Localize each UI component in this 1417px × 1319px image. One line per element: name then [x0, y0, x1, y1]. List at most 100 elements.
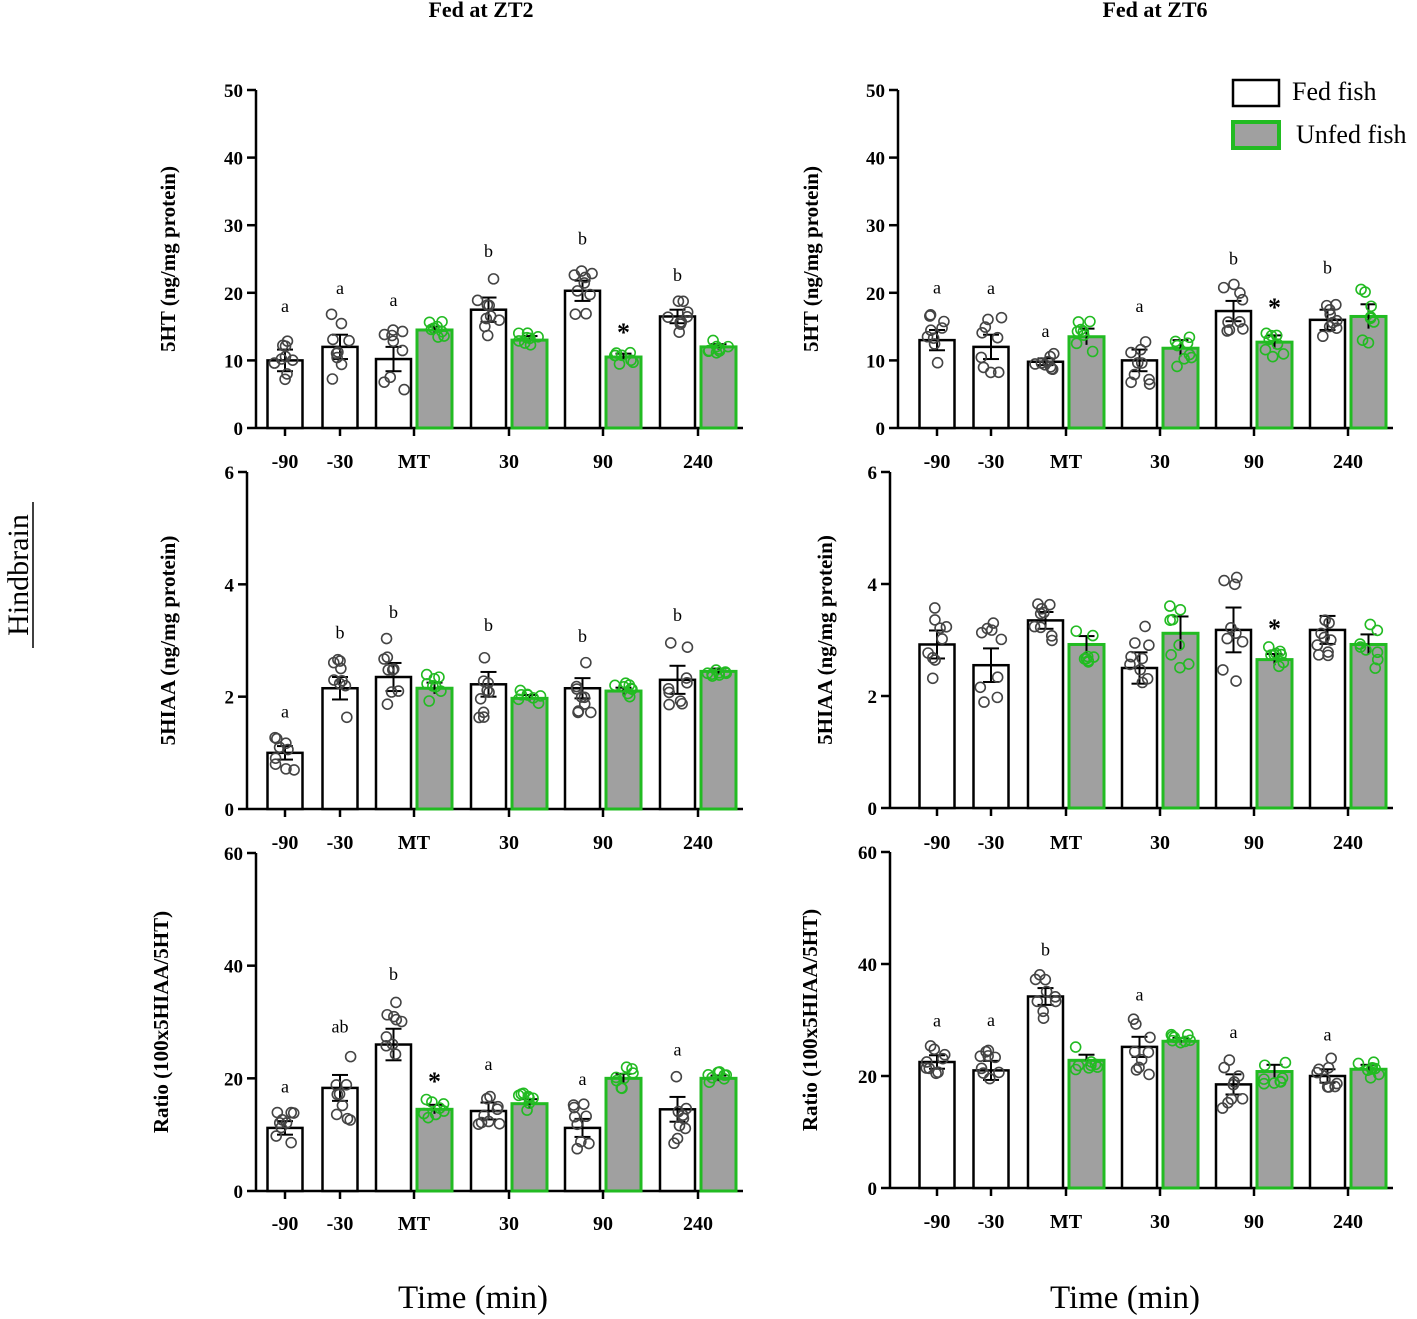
significance-letter: a — [1136, 985, 1144, 1005]
significance-letter: a — [933, 278, 941, 298]
data-point-unfed — [619, 677, 632, 690]
data-point-fed — [1029, 358, 1041, 370]
significance-letter: a — [1230, 1022, 1238, 1042]
bar-fed — [374, 675, 413, 811]
data-point-unfed — [720, 667, 732, 680]
significance-letter: a — [281, 701, 289, 721]
data-point-fed — [680, 672, 693, 684]
data-point-unfed — [1266, 350, 1279, 363]
data-point-fed — [1325, 634, 1337, 646]
data-point-unfed — [706, 668, 718, 680]
data-point-fed — [1139, 620, 1151, 633]
bar-fed — [374, 1043, 413, 1193]
x-tick-label: 90 — [1244, 451, 1264, 473]
data-point-unfed — [1371, 624, 1384, 637]
data-point-fed — [676, 697, 688, 710]
data-point-fed — [664, 637, 677, 649]
data-point-fed — [1047, 347, 1060, 360]
data-point-unfed — [1277, 348, 1290, 360]
x-tick-label: -90 — [272, 451, 299, 473]
data-point-unfed — [613, 358, 626, 370]
significance-letter: a — [1136, 296, 1144, 316]
data-point-fed — [471, 294, 484, 307]
data-point-unfed — [1173, 639, 1185, 651]
data-point-unfed — [1365, 300, 1377, 313]
data-point-fed — [1143, 373, 1155, 386]
data-point-fed — [282, 743, 294, 756]
data-point-unfed — [1259, 343, 1272, 356]
data-point-fed — [1323, 617, 1335, 629]
significance-letter: b — [484, 615, 493, 635]
data-point-unfed — [712, 1066, 724, 1079]
data-point-fed — [1313, 1063, 1325, 1076]
data-point-unfed — [521, 1104, 533, 1116]
x-tick-label: -90 — [272, 1213, 299, 1235]
significance-letter: b — [336, 622, 345, 642]
data-point-unfed — [1365, 1063, 1378, 1075]
data-point-unfed — [1359, 286, 1371, 298]
y-tick-label: 0 — [868, 1179, 878, 1200]
x-tick-label: -90 — [924, 832, 951, 854]
data-point-unfed — [1258, 1073, 1270, 1085]
data-point-fed — [1228, 578, 1241, 591]
data-point-unfed — [1083, 1062, 1095, 1074]
data-point-fed — [920, 1062, 933, 1074]
x-tick-label: 30 — [1150, 451, 1170, 473]
data-point-fed — [335, 662, 347, 675]
x-tick-label: 90 — [1244, 832, 1264, 854]
data-point-fed — [1039, 973, 1052, 986]
data-point-fed — [1236, 635, 1249, 648]
data-point-unfed — [1352, 1057, 1365, 1070]
y-tick-label: 20 — [224, 1069, 243, 1090]
data-point-fed — [938, 315, 950, 328]
data-point-unfed — [1271, 338, 1284, 350]
data-point-unfed — [1087, 629, 1099, 642]
data-point-fed — [269, 758, 282, 771]
data-point-fed — [982, 1050, 994, 1062]
x-tick-label: 30 — [499, 451, 519, 473]
data-point-fed — [287, 1107, 300, 1119]
y-tick-label: 0 — [225, 800, 235, 821]
data-point-unfed — [1369, 662, 1382, 674]
data-point-fed — [571, 285, 584, 297]
data-point-unfed — [610, 347, 623, 359]
y-axis-title: 5HIAA (ng/mg protein) — [813, 535, 837, 745]
bar-fed — [972, 1069, 1010, 1190]
significance-letter: a — [1042, 321, 1050, 341]
data-point-fed — [681, 641, 694, 653]
data-point-unfed — [1182, 1028, 1194, 1041]
data-point-fed — [1135, 357, 1148, 369]
bar-unfed — [604, 689, 643, 811]
significance-letter: b — [673, 265, 682, 285]
y-tick-label: 40 — [866, 149, 885, 170]
bar-unfed — [604, 1076, 643, 1193]
data-point-unfed — [1085, 1056, 1098, 1068]
y-axis-title: 5HT (ng/mg protein) — [799, 166, 823, 352]
data-point-fed — [1234, 287, 1246, 299]
data-point-fed — [386, 664, 399, 676]
data-point-unfed — [1367, 1056, 1380, 1068]
data-point-fed — [1233, 316, 1246, 328]
significance-letter: a — [674, 1040, 682, 1060]
y-tick-label: 40 — [224, 957, 243, 978]
data-point-fed — [1236, 1092, 1249, 1105]
data-point-fed — [1227, 1078, 1240, 1091]
data-point-fed — [1128, 1045, 1141, 1058]
bar-fed — [321, 1086, 359, 1193]
data-point-fed — [1135, 1054, 1148, 1066]
data-point-unfed — [1165, 1028, 1178, 1041]
bar-unfed — [1255, 340, 1294, 430]
data-point-fed — [1141, 672, 1154, 685]
legend-label-unfed: Unfed fish — [1296, 120, 1406, 149]
data-point-fed — [681, 306, 694, 318]
significance-letter: b — [484, 241, 493, 261]
data-point-fed — [929, 614, 941, 626]
y-tick-label: 4 — [868, 575, 878, 596]
data-point-fed — [474, 693, 487, 705]
data-point-fed — [1045, 630, 1058, 642]
x-tick-label: 30 — [1150, 832, 1170, 854]
bar-fed — [658, 1108, 697, 1193]
y-tick-label: 4 — [225, 575, 235, 596]
data-point-unfed — [1371, 646, 1384, 659]
